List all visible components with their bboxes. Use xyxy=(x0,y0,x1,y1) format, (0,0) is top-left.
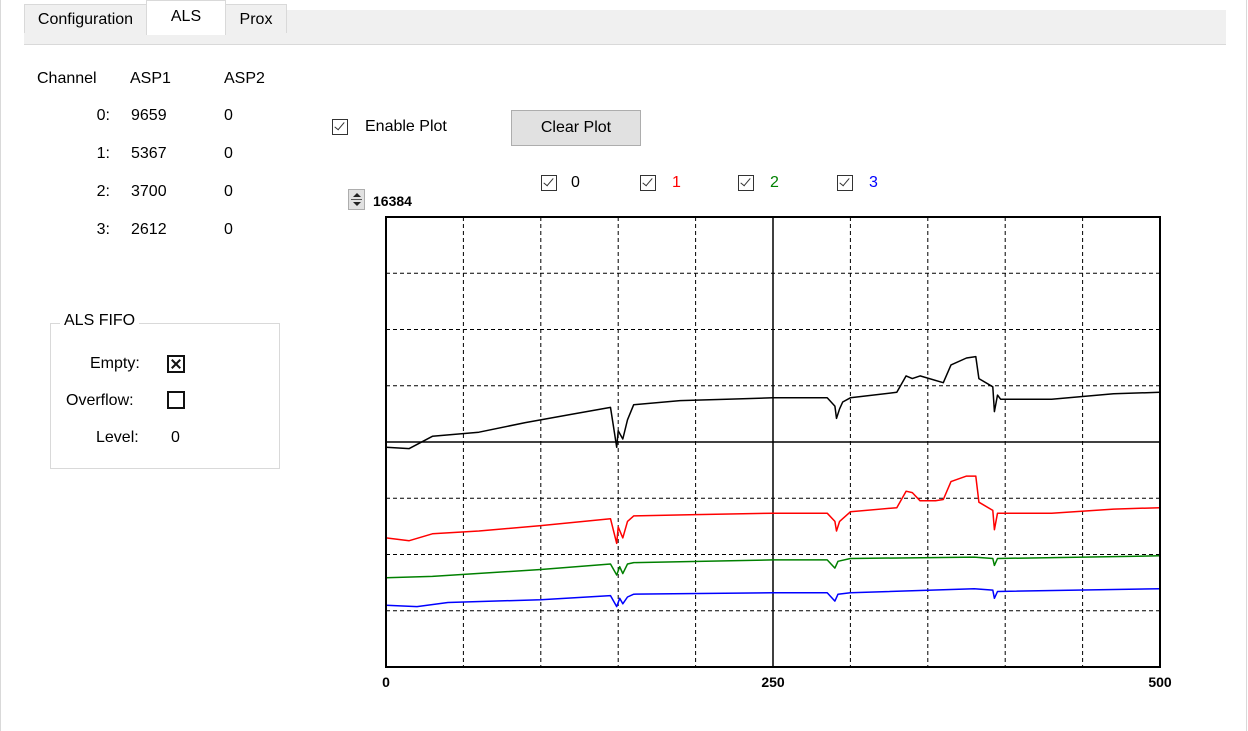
level-label: Level: xyxy=(96,429,139,446)
channel-0-checkbox[interactable] xyxy=(541,175,557,191)
channel-3-checkbox[interactable] xyxy=(837,175,853,191)
level-value: 0 xyxy=(171,429,180,446)
channel-label: 3: xyxy=(96,221,110,238)
y-max-label: 16384 xyxy=(373,193,412,209)
spin-up-icon[interactable] xyxy=(353,193,361,197)
als-fifo-group xyxy=(50,323,280,469)
channel-label: 1: xyxy=(96,145,110,162)
series-1-line xyxy=(385,475,1161,545)
channel-1-label[interactable]: 1 xyxy=(672,174,681,191)
asp1-value: 3700 xyxy=(131,183,167,200)
spin-down-icon[interactable] xyxy=(353,202,361,206)
channel-1-checkbox[interactable] xyxy=(640,175,656,191)
header-asp2: ASP2 xyxy=(224,70,265,87)
channel-label: 0: xyxy=(96,107,110,124)
overflow-label: Overflow: xyxy=(66,392,134,409)
series-3-line xyxy=(385,587,1161,608)
series-0-line xyxy=(385,355,1161,450)
channel-2-checkbox[interactable] xyxy=(738,175,754,191)
channel-3-label[interactable]: 3 xyxy=(869,174,878,191)
spin-divider xyxy=(351,199,362,200)
asp2-value: 0 xyxy=(224,221,233,238)
als-fifo-title: ALS FIFO xyxy=(60,312,140,330)
asp2-value: 0 xyxy=(224,145,233,162)
window-border-left xyxy=(0,0,1,731)
clear-plot-button[interactable]: Clear Plot xyxy=(511,110,641,146)
plot-border xyxy=(385,216,1161,668)
asp1-value: 5367 xyxy=(131,145,167,162)
asp2-value: 0 xyxy=(224,183,233,200)
header-asp1: ASP1 xyxy=(130,70,171,87)
channel-2-label[interactable]: 2 xyxy=(770,174,779,191)
channel-0-label[interactable]: 0 xyxy=(571,174,580,191)
channel-label: 2: xyxy=(96,183,110,200)
x-tick-label: 0 xyxy=(382,674,390,690)
tab-als[interactable]: ALS xyxy=(146,0,226,35)
x-tick-label: 250 xyxy=(761,674,785,690)
overflow-indicator xyxy=(167,391,185,409)
enable-plot-checkbox[interactable] xyxy=(332,119,348,135)
enable-plot-label[interactable]: Enable Plot xyxy=(365,118,447,135)
empty-indicator xyxy=(167,355,185,373)
y-scale-spinner[interactable] xyxy=(348,189,365,210)
series-2-line xyxy=(385,555,1161,579)
asp1-value: 9659 xyxy=(131,107,167,124)
asp2-value: 0 xyxy=(224,107,233,124)
header-channel: Channel xyxy=(37,70,97,87)
asp1-value: 2612 xyxy=(131,221,167,238)
x-tick-label: 500 xyxy=(1148,674,1172,690)
window-border-right xyxy=(1246,0,1247,731)
empty-label: Empty: xyxy=(90,355,140,372)
tab-configuration[interactable]: Configuration xyxy=(24,4,147,33)
